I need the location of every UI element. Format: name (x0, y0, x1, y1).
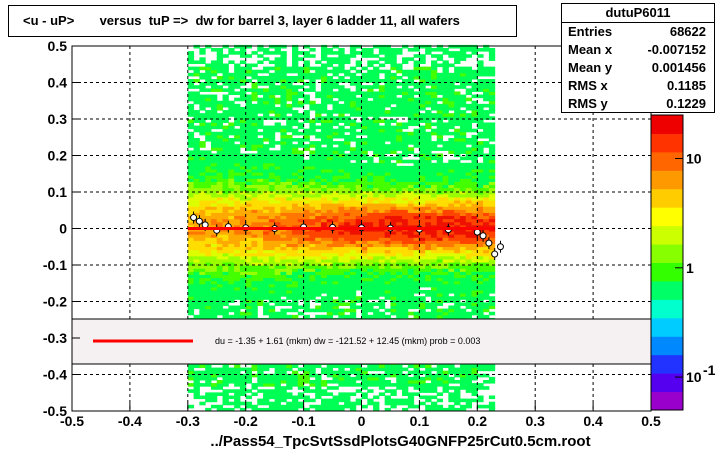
x-tick-label: 0.5 (641, 413, 661, 429)
stats-name: dutuP6011 (562, 4, 714, 23)
stats-label: Mean x (568, 42, 613, 57)
x-tick-label: -0.3 (176, 413, 200, 429)
stats-value: 0.1229 (666, 96, 706, 111)
colorbar-cell (651, 151, 683, 171)
y-tick-label: 0.2 (48, 148, 68, 164)
y-tick-label: -0.4 (43, 367, 67, 383)
colorbar-cell (651, 170, 683, 190)
colorbar-cell (651, 336, 683, 356)
x-tick-label: -0.1 (292, 413, 316, 429)
colorbar-cell (651, 354, 683, 374)
stats-value: 0.001456 (651, 60, 706, 75)
x-tick-label: -0.5 (60, 413, 84, 429)
colorbar-cell (651, 391, 683, 411)
profile-point (201, 221, 209, 229)
colorbar-cell (651, 262, 683, 282)
profile-point (479, 232, 487, 240)
y-tick-label: 0.1 (48, 184, 68, 200)
profile-point (485, 239, 493, 247)
colorbar-cell (651, 207, 683, 227)
stats-row-rms-x: RMS x 0.1185 (562, 77, 714, 95)
file-path-caption: ../Pass54_TpcSvtSsdPlotsG40GNFP25rCut0.5… (210, 433, 591, 450)
y-tick-label: -0.2 (43, 294, 67, 310)
x-tick-label: 0.3 (525, 413, 545, 429)
colorbar-cell (651, 373, 683, 393)
stats-label: RMS x (568, 78, 608, 93)
stats-row-rms-y: RMS y 0.1229 (562, 95, 714, 113)
x-tick-label: 0.1 (410, 413, 430, 429)
fit-legend-text: du = -1.35 + 1.61 (mkm) dw = -121.52 + 1… (215, 336, 480, 346)
colorbar-cell (651, 115, 683, 134)
plot-title: <u - uP> versus tuP => dw for barrel 3, … (8, 5, 517, 37)
colorbar-cell (651, 317, 683, 337)
stats-label: Entries (568, 24, 613, 39)
stats-value: 0.1185 (666, 78, 706, 93)
stats-row-mean-y: Mean y 0.001456 (562, 59, 714, 77)
y-tick-label: -0.3 (43, 330, 67, 346)
colorbar-cell (651, 280, 683, 300)
colorbar-cell (651, 244, 683, 263)
x-tick-label: 0.2 (468, 413, 488, 429)
colorbar-cell (651, 188, 683, 208)
profile-point (491, 250, 499, 258)
colorbar-exponent: -1 (703, 362, 716, 378)
y-tick-label: 0.5 (48, 38, 68, 54)
stats-value: 68622 (669, 24, 706, 39)
stats-label: Mean y (568, 60, 613, 75)
profile-point (195, 217, 203, 225)
colorbar-cell (651, 225, 683, 245)
stats-label: RMS y (568, 96, 608, 111)
y-tick-label: 0.3 (48, 111, 68, 127)
x-tick-label: -0.2 (234, 413, 258, 429)
x-tick-label: -0.4 (118, 413, 142, 429)
profile-point (496, 243, 504, 251)
profile-point (190, 214, 198, 222)
colorbar-cell (651, 299, 683, 319)
profile-point (473, 228, 481, 236)
y-tick-label: 0.4 (48, 75, 68, 91)
y-tick-label: -0.5 (43, 403, 67, 419)
x-tick-label: 0.4 (583, 413, 603, 429)
colorbar-cell (651, 133, 683, 153)
colorbar-label: 10 (686, 369, 702, 385)
stats-box: dutuP6011 Entries 68622 Mean x -0.007152… (561, 3, 715, 113)
stats-row-mean-x: Mean x -0.007152 (562, 41, 714, 59)
colorbar-label: 1 (686, 260, 694, 276)
colorbar-label: 10 (686, 150, 702, 166)
x-tick-label: 0 (358, 413, 366, 429)
stats-row-entries: Entries 68622 (562, 23, 714, 41)
y-tick-label: -0.1 (43, 257, 67, 273)
y-tick-label: 0 (59, 221, 67, 237)
colorbar-frame (650, 114, 684, 411)
stats-value: -0.007152 (647, 42, 706, 57)
